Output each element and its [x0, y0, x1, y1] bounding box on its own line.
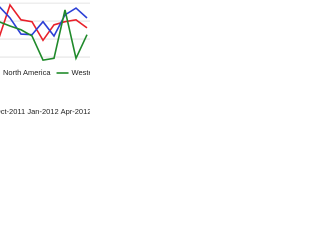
x-tick-label: Oct-2011 — [0, 107, 25, 116]
x-tick-label: Jan-2012 — [27, 107, 58, 116]
legend-label: Western Asia — [72, 68, 90, 77]
series-line — [0, 6, 88, 38]
legend-label: North America — [3, 68, 51, 77]
page: {"chart_data": {"type": "line", "categor… — [0, 0, 90, 118]
series-line — [0, 3, 88, 42]
series-line — [0, 9, 88, 62]
x-tick-label: Apr-2012 — [61, 107, 90, 116]
